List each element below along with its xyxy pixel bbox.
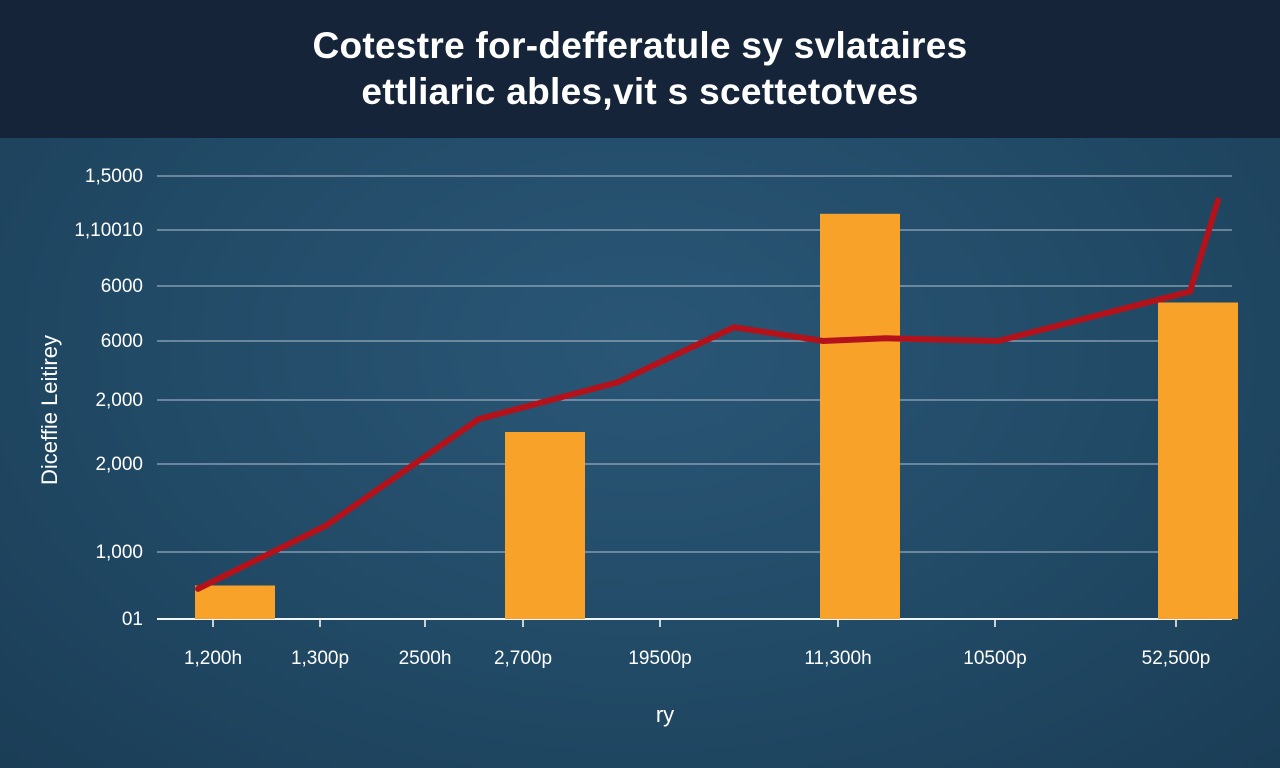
x-tick-label: 1,300p: [291, 648, 349, 669]
x-axis-ticks: 1,200h 1,300p 2500h 2,700p 19500p 11,300h 1050…: [184, 619, 1210, 669]
y-tick-label: 6000: [101, 331, 143, 352]
trend-line-layer: [195, 197, 1221, 592]
x-tick-label: 10500p: [963, 648, 1026, 669]
x-tick-label: 52,500p: [1142, 648, 1211, 669]
y-tick-label: 2,000: [95, 390, 143, 411]
y-tick-label: 1,000: [95, 542, 143, 563]
chart-header: Cotestre for-defferatule sy svlataires e…: [0, 0, 1280, 138]
x-tick-label: 1,200h: [184, 648, 242, 669]
bar: [820, 213, 900, 620]
x-tick-label: 2,700p: [494, 648, 552, 669]
y-axis-ticks: 01 1,000 2,000 2,000 6000 6000 1,10010 1,5000: [74, 166, 143, 630]
y-tick-label: 01: [122, 609, 143, 630]
bar: [505, 432, 585, 619]
x-tick-label: 19500p: [628, 648, 691, 669]
x-axis-title: ry: [656, 702, 674, 727]
y-tick-label: 1,10010: [74, 220, 143, 241]
bars: [195, 213, 1238, 620]
x-tick-label: 2500h: [399, 648, 452, 669]
y-tick-label: 6000: [101, 276, 143, 297]
y-tick-label: 2,000: [95, 454, 143, 475]
y-tick-label: 1,5000: [85, 166, 143, 187]
bar: [1158, 302, 1238, 619]
chart-title-line-1: Cotestre for-defferatule sy svlataires: [312, 25, 968, 66]
y-axis-title: Diceffie Leitirey: [37, 335, 62, 485]
gridlines: [157, 175, 1232, 620]
bar: [195, 585, 275, 619]
trend-line: [195, 197, 1221, 592]
chart-title-line-2: ettliaric ables,vit s scettetotves: [361, 71, 919, 112]
x-tick-label: 11,300h: [804, 648, 871, 669]
